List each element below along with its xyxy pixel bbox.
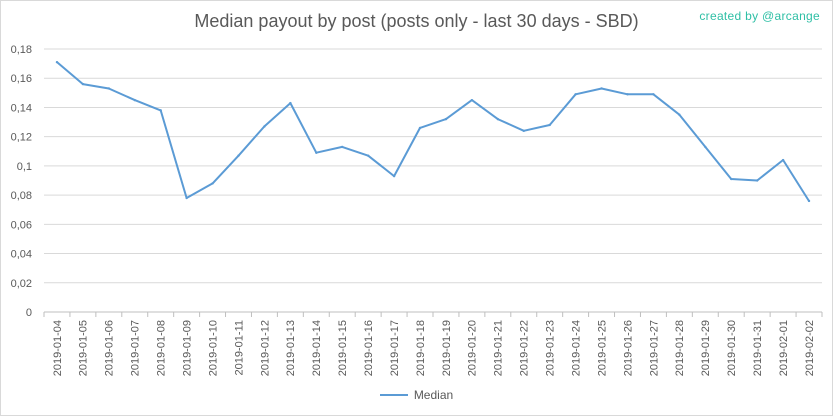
x-tick-label: 2019-01-22 xyxy=(519,320,531,376)
data-point xyxy=(341,145,344,149)
data-point xyxy=(807,199,811,203)
data-point xyxy=(418,126,422,130)
y-tick-label: 0,16 xyxy=(11,73,32,85)
chart-title: Median payout by post (posts only - last… xyxy=(194,11,639,31)
data-point xyxy=(81,82,85,86)
data-point xyxy=(755,179,759,182)
x-tick-label: 2019-01-09 xyxy=(181,320,193,376)
data-point xyxy=(315,151,318,154)
x-tick-label: 2019-01-19 xyxy=(441,320,453,376)
y-tick-label: 0,02 xyxy=(11,278,32,290)
data-point xyxy=(211,182,214,185)
x-tick-label: 2019-01-11 xyxy=(233,320,245,375)
data-point xyxy=(159,109,162,112)
data-point xyxy=(392,174,396,178)
x-tick-label: 2019-01-23 xyxy=(545,320,557,376)
x-tick-label: 2019-02-02 xyxy=(804,320,816,376)
x-tick-label: 2019-01-24 xyxy=(570,320,582,376)
legend-label: Median xyxy=(413,388,454,402)
x-tick-label: 2019-01-12 xyxy=(259,320,271,376)
y-tick-label: 0,14 xyxy=(11,102,32,114)
x-tick-label: 2019-01-05 xyxy=(78,320,90,376)
data-point xyxy=(626,93,629,96)
y-tick-label: 0,1 xyxy=(17,161,32,173)
x-tick-label: 2019-01-04 xyxy=(52,320,64,376)
x-tick-label: 2019-01-18 xyxy=(415,320,427,376)
x-tick-label: 2019-02-01 xyxy=(778,320,790,376)
x-tick-label: 2019-01-15 xyxy=(337,320,349,376)
data-point xyxy=(574,93,577,96)
data-point xyxy=(652,93,655,96)
y-tick-label: 0 xyxy=(26,307,32,319)
data-point xyxy=(133,98,136,102)
data-point xyxy=(263,125,266,128)
x-tick-label: 2019-01-08 xyxy=(156,320,168,376)
series-line-median xyxy=(56,61,810,202)
legend: Median xyxy=(1,388,832,402)
data-point xyxy=(470,98,474,102)
data-point xyxy=(444,117,448,121)
data-point xyxy=(704,145,707,149)
x-tick-label: 2019-01-10 xyxy=(207,320,219,376)
data-point xyxy=(237,154,240,157)
y-tick-label: 0,18 xyxy=(11,44,32,56)
y-tick-label: 0,12 xyxy=(11,132,32,144)
data-point xyxy=(185,196,188,200)
x-tick-label: 2019-01-30 xyxy=(726,320,738,376)
x-tick-label: 2019-01-25 xyxy=(596,320,608,376)
x-tick-label: 2019-01-14 xyxy=(311,320,323,376)
y-tick-label: 0,08 xyxy=(11,190,32,202)
x-tick-label: 2019-01-29 xyxy=(700,320,712,376)
data-point xyxy=(55,60,59,64)
legend-swatch xyxy=(379,394,408,396)
x-tick-label: 2019-01-31 xyxy=(752,320,764,376)
data-point xyxy=(289,101,292,105)
x-tick-label: 2019-01-20 xyxy=(467,320,479,376)
x-tick-label: 2019-01-28 xyxy=(674,320,686,376)
data-point xyxy=(107,87,111,90)
data-point xyxy=(366,154,370,157)
data-point xyxy=(496,117,500,121)
x-tick-label: 2019-01-26 xyxy=(622,320,634,376)
x-tick-label: 2019-01-17 xyxy=(389,320,401,376)
x-tick-label: 2019-01-21 xyxy=(493,320,505,376)
data-point xyxy=(548,123,551,127)
x-tick-label: 2019-01-07 xyxy=(130,320,142,376)
x-tick-label: 2019-01-27 xyxy=(648,320,660,376)
y-tick-label: 0,06 xyxy=(11,219,32,231)
data-point xyxy=(781,158,785,162)
data-point xyxy=(522,129,525,133)
data-point xyxy=(730,177,733,181)
data-point xyxy=(600,87,603,90)
credit-label: created by @arcange xyxy=(699,9,820,23)
data-point xyxy=(678,113,681,116)
x-tick-label: 2019-01-16 xyxy=(363,320,375,376)
y-tick-label: 0,04 xyxy=(11,249,32,261)
x-tick-label: 2019-01-06 xyxy=(104,320,116,376)
x-tick-label: 2019-01-13 xyxy=(285,320,297,376)
